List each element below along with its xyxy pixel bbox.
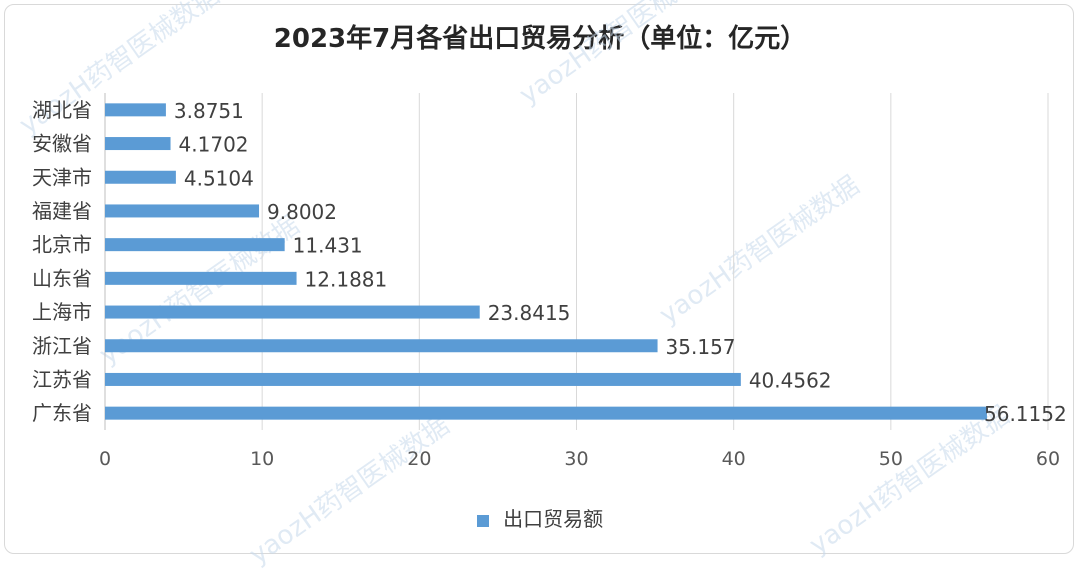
- x-tick-label: 10: [250, 448, 274, 470]
- bar: [105, 372, 741, 386]
- category-label: 天津市: [32, 165, 92, 189]
- x-tick-label: 60: [1036, 448, 1060, 470]
- data-label: 56.1152: [984, 402, 1067, 426]
- category-label: 江苏省: [32, 367, 92, 391]
- bar: [105, 204, 260, 218]
- category-label: 浙江省: [32, 334, 92, 358]
- bar-chart: 0 10 20 30 40 50 60 湖北省 3.8751 安徽省 4.1702 天津市 4.5104…: [32, 93, 1067, 470]
- bar: [105, 103, 166, 117]
- x-tick-label: 40: [722, 448, 746, 470]
- category-label: 安徽省: [32, 132, 92, 156]
- category-label: 广东省: [32, 401, 92, 425]
- data-label: 9.8002: [267, 200, 337, 224]
- bar: [105, 238, 285, 252]
- category-label: 山东省: [32, 266, 92, 290]
- bar: [105, 406, 987, 420]
- bar: [105, 271, 297, 285]
- bar: [105, 170, 176, 184]
- category-label: 福建省: [32, 199, 92, 223]
- data-label: 11.431: [293, 234, 363, 258]
- data-label: 35.157: [666, 335, 736, 359]
- x-tick-label: 50: [879, 448, 903, 470]
- data-label: 3.8751: [174, 99, 244, 123]
- category-label: 北京市: [32, 233, 92, 257]
- x-tick-label: 0: [99, 448, 111, 470]
- x-tick-label: 20: [407, 448, 431, 470]
- category-label: 湖北省: [32, 98, 92, 122]
- chart-title: 2023年7月各省出口贸易分析（单位：亿元）: [273, 24, 807, 54]
- category-label: 上海市: [32, 300, 92, 324]
- legend-label: 出口贸易额: [503, 507, 604, 531]
- bar: [105, 339, 658, 353]
- data-label: 40.4562: [749, 368, 832, 392]
- bar: [105, 305, 480, 319]
- bar: [105, 137, 171, 151]
- x-tick-label: 30: [564, 448, 588, 470]
- legend: 出口贸易额: [0, 503, 1080, 532]
- data-label: 4.5104: [184, 166, 254, 190]
- data-label: 4.1702: [179, 133, 249, 157]
- data-label: 12.1881: [305, 267, 388, 291]
- data-label: 23.8415: [488, 301, 571, 325]
- legend-swatch: [476, 514, 489, 527]
